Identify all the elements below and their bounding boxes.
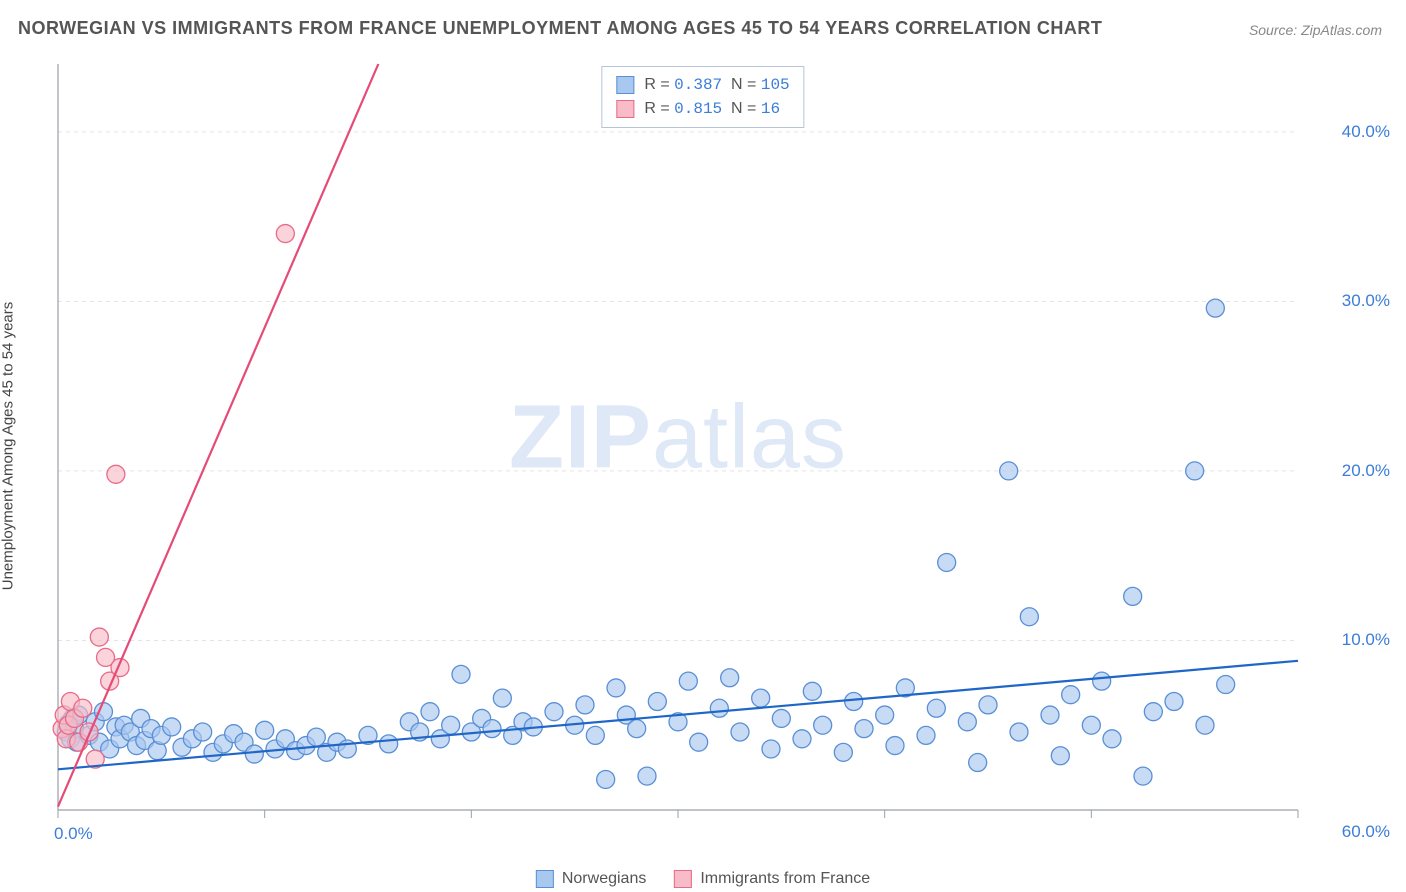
x-tick-label-min: 0.0% [54, 824, 93, 844]
legend-item: Immigrants from France [674, 870, 870, 888]
legend-item: Norwegians [536, 870, 646, 888]
info-text: R = 0.815 N = 16 [644, 97, 780, 121]
correlation-info-box: R = 0.387 N = 105R = 0.815 N = 16 [601, 66, 804, 128]
legend-label: Norwegians [562, 870, 646, 888]
info-text: R = 0.387 N = 105 [644, 73, 789, 97]
y-tick-label: 20.0% [1342, 461, 1390, 481]
y-axis-label: Unemployment Among Ages 45 to 54 years [0, 157, 17, 446]
y-tick-label: 30.0% [1342, 291, 1390, 311]
legend-label: Immigrants from France [700, 870, 870, 888]
chart-title: NORWEGIAN VS IMMIGRANTS FROM FRANCE UNEM… [18, 18, 1102, 39]
source-label: Source: ZipAtlas.com [1249, 22, 1382, 38]
info-row: R = 0.815 N = 16 [616, 97, 789, 121]
legend-swatch [536, 870, 554, 888]
legend-swatch [616, 100, 634, 118]
y-tick-label: 10.0% [1342, 630, 1390, 650]
chart-svg [52, 58, 1304, 850]
chart-plot-area: ZIPatlas [52, 58, 1304, 850]
y-tick-label: 40.0% [1342, 122, 1390, 142]
legend-swatch [616, 76, 634, 94]
bottom-legend: Norwegians Immigrants from France [536, 870, 870, 888]
x-tick-label-max: 60.0% [1342, 822, 1390, 842]
info-row: R = 0.387 N = 105 [616, 73, 789, 97]
legend-swatch [674, 870, 692, 888]
